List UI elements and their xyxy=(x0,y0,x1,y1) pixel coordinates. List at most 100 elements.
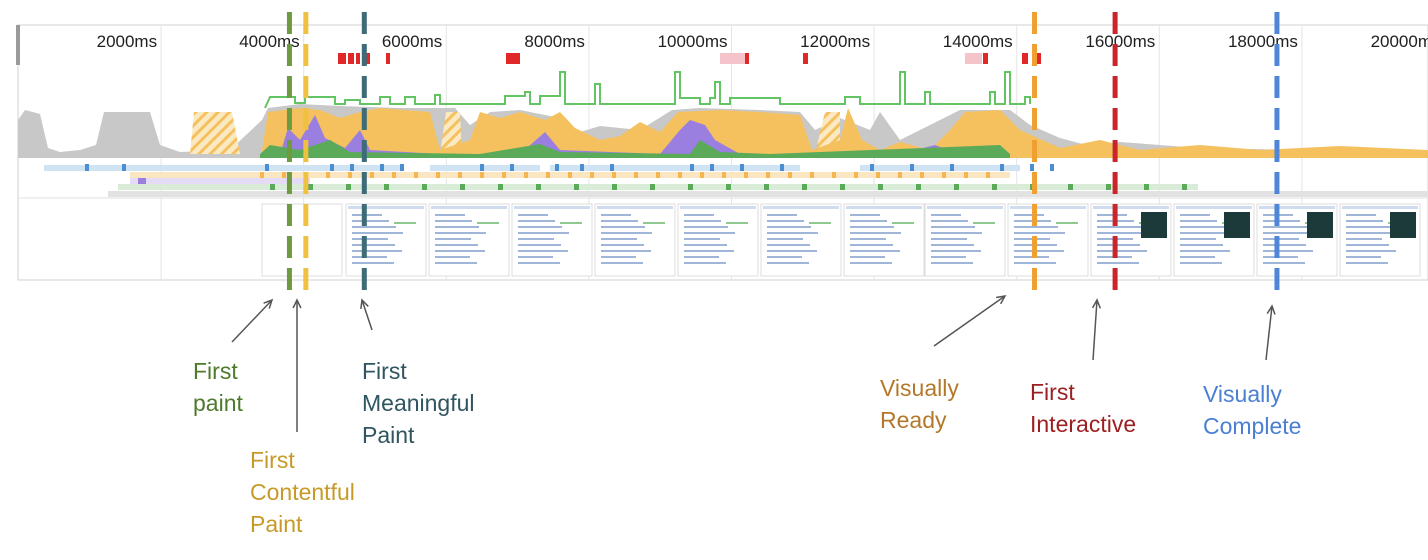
jank-mark xyxy=(506,53,520,64)
frame-text-line xyxy=(684,232,735,234)
frame-text-line xyxy=(850,250,900,252)
frame-text-line xyxy=(850,244,893,246)
network-mark xyxy=(920,172,924,178)
arrow-head xyxy=(263,298,274,309)
frame-text-line xyxy=(1097,244,1140,246)
frame-text-line xyxy=(1263,256,1298,258)
tick-label: 10000ms xyxy=(658,32,728,51)
network-mark xyxy=(326,172,330,178)
frame-text-line xyxy=(767,232,818,234)
first-meaningful-paint-label-line: Paint xyxy=(362,422,415,448)
frame-text-line xyxy=(1263,262,1305,264)
network-mark xyxy=(460,184,465,190)
frame-header xyxy=(927,206,1003,209)
network-mark xyxy=(688,184,693,190)
frame-header xyxy=(514,206,590,209)
frame-text-line xyxy=(850,256,885,258)
frame-text-line xyxy=(518,256,553,258)
tick-label: 4000ms xyxy=(239,32,299,51)
tick-label: 2000ms xyxy=(97,32,157,51)
network-mark xyxy=(634,172,638,178)
network-mark xyxy=(590,172,594,178)
network-request xyxy=(130,178,310,184)
network-mark xyxy=(480,172,484,178)
frame-text-line xyxy=(892,222,914,224)
frame-text-line xyxy=(1014,262,1056,264)
jank-mark xyxy=(348,53,354,64)
frame-text-line xyxy=(931,214,961,216)
tick-label: 20000ms xyxy=(1371,32,1428,51)
frame-text-line xyxy=(435,262,477,264)
frame-text-line xyxy=(352,232,403,234)
filmstrip-frame xyxy=(760,203,842,277)
filmstrip-frame xyxy=(1173,203,1255,277)
frame-text-line xyxy=(850,238,886,240)
frame-text-line xyxy=(767,244,810,246)
filmstrip-frame xyxy=(261,203,343,277)
arrow-head xyxy=(360,298,369,310)
frame-text-line xyxy=(1180,220,1217,222)
frame-text-line xyxy=(1014,226,1058,228)
tick-label: 6000ms xyxy=(382,32,442,51)
jank-mark xyxy=(356,53,360,64)
frame-text-line xyxy=(1014,214,1044,216)
network-mark xyxy=(898,172,902,178)
frame-text-line xyxy=(435,256,470,258)
frame-text-line xyxy=(601,244,644,246)
frame-text-line xyxy=(1346,226,1390,228)
frame-text-line xyxy=(435,232,486,234)
frame-text-line xyxy=(767,262,809,264)
timeline-handle xyxy=(16,25,20,65)
frame-text-line xyxy=(684,226,728,228)
frame-header xyxy=(1176,206,1252,209)
fps-track xyxy=(264,71,1031,109)
frame-text-line xyxy=(1097,226,1141,228)
fps-line xyxy=(264,71,1031,109)
frame-text-line xyxy=(931,220,968,222)
network-mark xyxy=(870,164,874,171)
frame-text-line xyxy=(352,226,396,228)
network-mark xyxy=(942,172,946,178)
frame-text-line xyxy=(767,214,797,216)
frame-text-line xyxy=(601,220,638,222)
jank-mark xyxy=(983,53,988,64)
network-mark xyxy=(524,172,528,178)
filmstrip-frame xyxy=(594,203,676,277)
frame-text-line xyxy=(1180,232,1231,234)
network-request xyxy=(860,165,1020,171)
arrow-head xyxy=(1091,298,1102,309)
network-mark xyxy=(916,184,921,190)
frame-text-line xyxy=(352,244,395,246)
frame-header xyxy=(846,206,922,209)
network-mark xyxy=(1000,164,1004,171)
network-mark xyxy=(764,184,769,190)
network-mark xyxy=(656,172,660,178)
jank-mark xyxy=(338,53,346,64)
frame-text-line xyxy=(518,262,560,264)
frame-text-line xyxy=(518,232,569,234)
frame-text-line xyxy=(1263,238,1299,240)
frame-text-line xyxy=(601,262,643,264)
network-mark xyxy=(992,184,997,190)
frame-text-line xyxy=(931,250,981,252)
network-mark xyxy=(282,172,286,178)
network-mark xyxy=(690,164,694,171)
frame-text-line xyxy=(435,250,485,252)
frame-text-line xyxy=(684,250,734,252)
jank-mark xyxy=(1035,53,1041,64)
frame-text-line xyxy=(601,214,631,216)
arrow-line xyxy=(1092,299,1098,361)
filmstrip-frame xyxy=(428,203,510,277)
frame-text-line xyxy=(850,232,901,234)
arrow-line xyxy=(361,299,373,331)
network-mark xyxy=(574,184,579,190)
filmstrip-frame xyxy=(924,203,1006,277)
network-mark xyxy=(1144,184,1149,190)
network-track xyxy=(44,164,1428,197)
arrow-line xyxy=(933,295,1006,347)
frame-text-line xyxy=(931,238,967,240)
frame-text-line xyxy=(767,220,804,222)
frame-text-line xyxy=(1014,238,1050,240)
network-mark xyxy=(265,164,269,171)
